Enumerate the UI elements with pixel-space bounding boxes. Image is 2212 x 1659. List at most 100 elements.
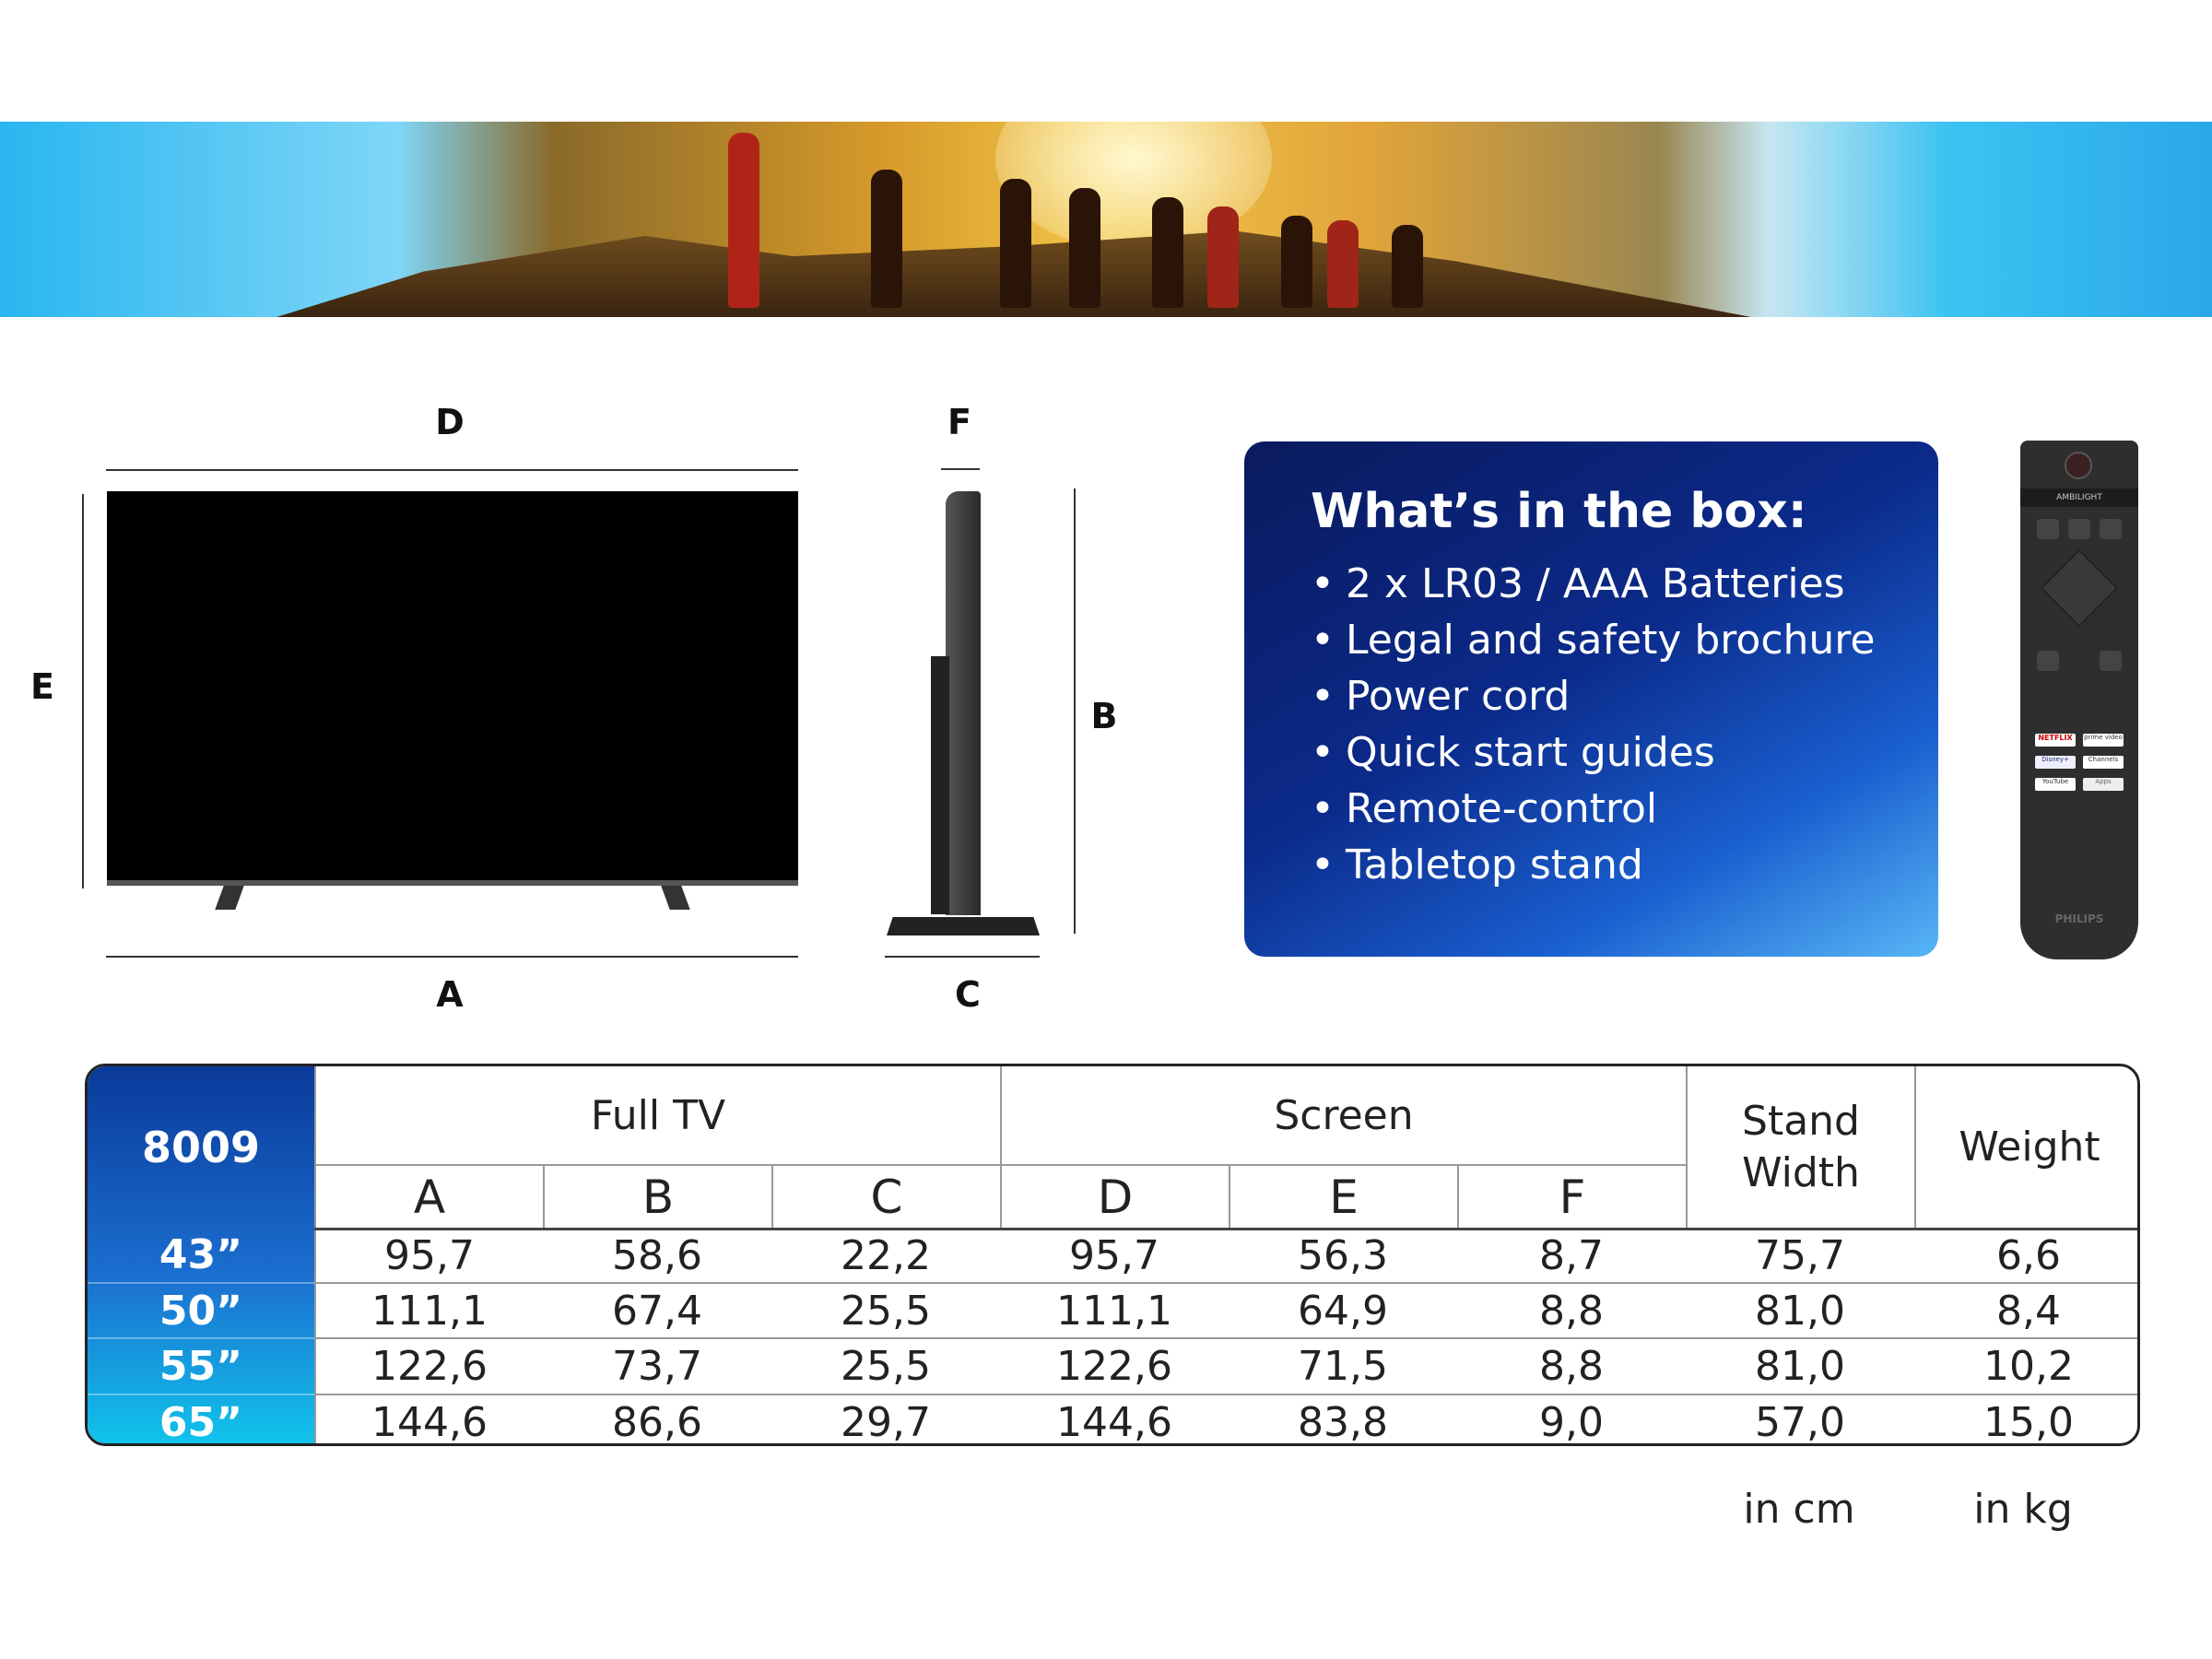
search-icon	[2068, 519, 2090, 539]
dim-label-e: E	[30, 666, 54, 707]
table-cell: 6,6	[1914, 1228, 2137, 1282]
table-cell: 8,8	[1457, 1282, 1686, 1337]
dim-line-f	[941, 468, 980, 470]
box-item: 2 x LR03 / AAA Batteries	[1311, 556, 1938, 612]
dim-label-c: C	[955, 974, 981, 1015]
group-stand-width: Stand Width	[1686, 1066, 1914, 1228]
table-cell: 95,7	[1000, 1228, 1229, 1282]
table-cell: 9,0	[1457, 1394, 1686, 1443]
table-cell: 81,0	[1686, 1337, 1914, 1394]
box-item: Power cord	[1311, 668, 1938, 724]
table-cell: 71,5	[1229, 1337, 1457, 1394]
table-cell: 111,1	[1000, 1282, 1229, 1337]
hiker	[728, 133, 759, 308]
settings-icon	[2100, 519, 2122, 539]
dimensions-table: 8009 Full TV Screen Stand Width Weight A B C D E F…	[85, 1064, 2140, 1446]
table-cell: 144,6	[314, 1394, 543, 1443]
hiker	[1069, 188, 1100, 308]
group-screen: Screen	[1000, 1066, 1686, 1164]
table-cell: 58,6	[543, 1228, 771, 1282]
source-icon	[2037, 519, 2059, 539]
table-cell: 75,7	[1686, 1228, 1914, 1282]
tv-foot	[215, 886, 244, 910]
dim-line-d	[106, 469, 798, 471]
dim-label-a: A	[436, 974, 464, 1015]
hiker	[1281, 216, 1312, 308]
dim-line-c	[885, 956, 1040, 958]
remote-brand: PHILIPS	[2054, 912, 2104, 925]
hiker	[1000, 179, 1031, 308]
table-cell: 8,8	[1457, 1337, 1686, 1394]
dim-line-e	[82, 494, 84, 888]
tv-foot	[661, 886, 690, 910]
group-weight: Weight	[1914, 1066, 2137, 1228]
row-size-label: 50”	[88, 1282, 314, 1337]
tv-front	[107, 491, 798, 886]
channels-button: Channels	[2083, 756, 2124, 769]
table-cell: 67,4	[543, 1282, 771, 1337]
tv-side	[946, 491, 981, 915]
table-cell: 95,7	[314, 1228, 543, 1282]
dim-label-f: F	[947, 402, 971, 442]
table-cell: 111,1	[314, 1282, 543, 1337]
table-cell: 10,2	[1914, 1337, 2137, 1394]
subheader-a: A	[314, 1164, 543, 1228]
table-cell: 25,5	[771, 1337, 1000, 1394]
unit-cm: in cm	[1743, 1486, 1855, 1533]
dim-label-d: D	[435, 402, 465, 442]
apps-button: Apps	[2083, 778, 2124, 791]
box-title: What’s in the box:	[1311, 484, 1807, 539]
table-cell: 73,7	[543, 1337, 771, 1394]
hero-banner	[0, 122, 2212, 317]
row-size-label: 65”	[88, 1394, 314, 1443]
subheader-d: D	[1000, 1164, 1229, 1228]
box-item: Legal and safety brochure	[1311, 612, 1938, 668]
hiker	[1207, 206, 1239, 308]
remote-control-image: AMBILIGHT NETFLIX prime video Disney+ Ch…	[2020, 441, 2138, 959]
subheader-c: C	[771, 1164, 1000, 1228]
hiker	[1152, 197, 1183, 308]
whats-in-the-box-panel: What’s in the box: 2 x LR03 / AAA Batter…	[1244, 441, 1938, 957]
table-cell: 83,8	[1229, 1394, 1457, 1443]
dim-line-b	[1074, 488, 1076, 934]
subheader-b: B	[543, 1164, 771, 1228]
table-cell: 122,6	[1000, 1337, 1229, 1394]
table-cell: 64,9	[1229, 1282, 1457, 1337]
box-item: Quick start guides	[1311, 724, 1938, 781]
model-name: 8009	[141, 1122, 261, 1172]
table-cell: 122,6	[314, 1337, 543, 1394]
subheader-f: F	[1457, 1164, 1686, 1228]
model-column-bg	[88, 1066, 314, 1443]
dim-line-a	[106, 956, 798, 958]
netflix-button: NETFLIX	[2035, 734, 2076, 747]
hiker	[1327, 220, 1359, 308]
table-cell: 15,0	[1914, 1394, 2137, 1443]
table-cell: 25,5	[771, 1282, 1000, 1337]
group-full-tv: Full TV	[314, 1066, 1000, 1164]
hiker	[1392, 225, 1423, 308]
header-divider	[314, 1228, 2137, 1230]
tv-stand-side	[887, 917, 1040, 935]
box-item: Remote-control	[1311, 781, 1938, 837]
unit-kg: in kg	[1973, 1486, 2073, 1533]
subheader-e: E	[1229, 1164, 1457, 1228]
back-icon	[2037, 651, 2059, 671]
prime-video-button: prime video	[2083, 734, 2124, 747]
row-size-label: 55”	[88, 1337, 314, 1394]
table-cell: 57,0	[1686, 1394, 1914, 1443]
box-items: 2 x LR03 / AAA Batteries Legal and safet…	[1311, 556, 1938, 893]
youtube-button: YouTube	[2035, 778, 2076, 791]
table-cell: 144,6	[1000, 1394, 1229, 1443]
box-item: Tabletop stand	[1311, 837, 1938, 893]
home-icon	[2100, 651, 2122, 671]
table-cell: 86,6	[543, 1394, 771, 1443]
table-cell: 8,7	[1457, 1228, 1686, 1282]
power-icon	[2065, 452, 2092, 479]
table-cell: 8,4	[1914, 1282, 2137, 1337]
dpad	[2040, 548, 2119, 628]
table-cell: 81,0	[1686, 1282, 1914, 1337]
disney-button: Disney+	[2035, 756, 2076, 769]
hiker	[871, 170, 902, 308]
row-size-label: 43”	[159, 1231, 243, 1278]
table-cell: 29,7	[771, 1394, 1000, 1443]
